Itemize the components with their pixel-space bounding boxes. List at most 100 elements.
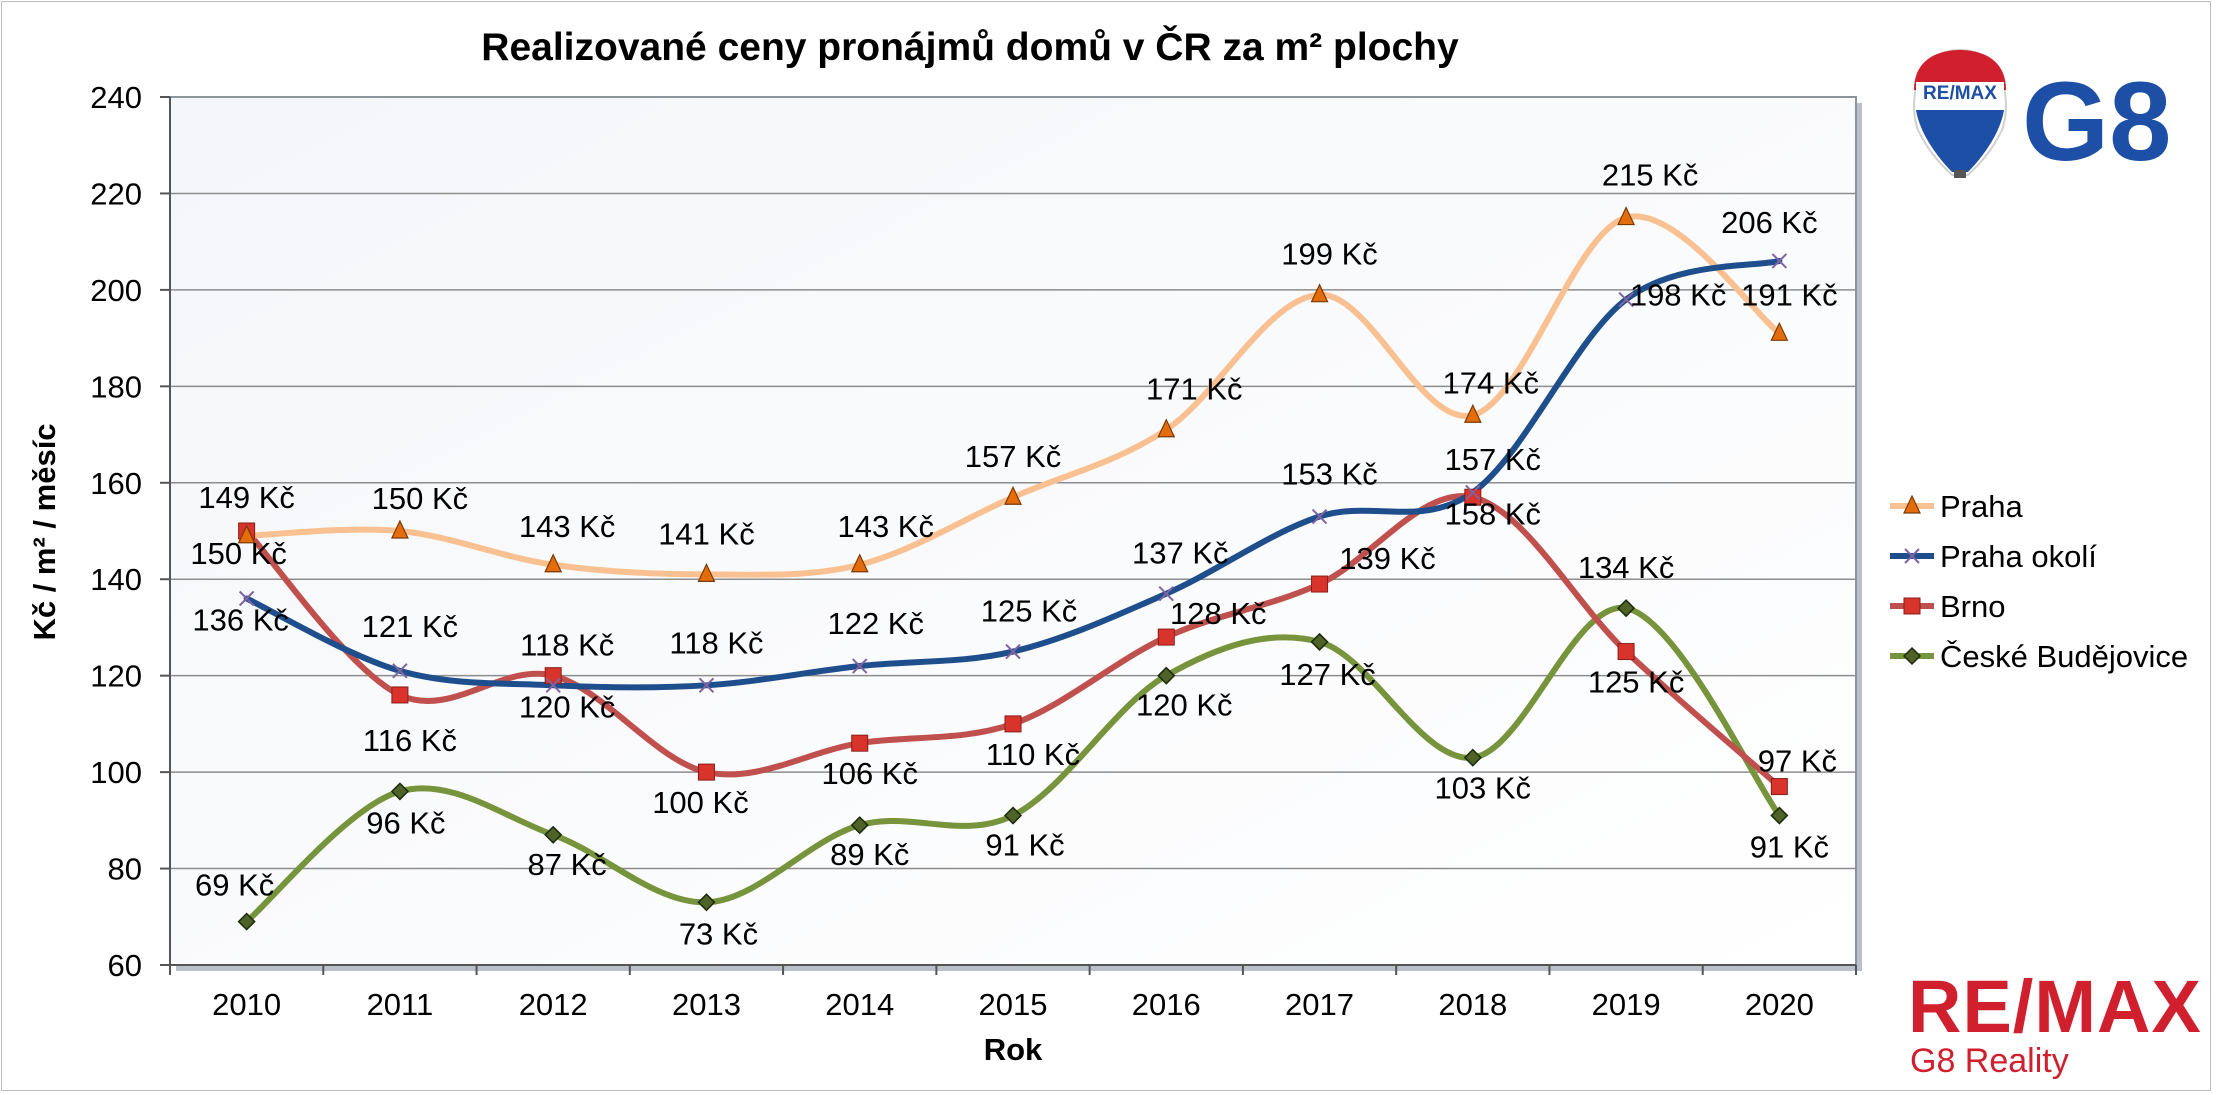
data-point — [1464, 488, 1482, 506]
data-label: 150 Kč — [372, 481, 469, 516]
series-layer — [237, 206, 1789, 931]
y-tick-label: 80 — [108, 852, 142, 887]
data-point-stroke — [698, 677, 715, 694]
data-point — [238, 590, 255, 607]
x-tick-label: 2011 — [367, 987, 434, 1022]
remax-balloon-logo: RE/MAX — [1913, 48, 2007, 178]
data-point — [1465, 484, 1481, 501]
data-label: 69 Kč — [195, 868, 274, 903]
data-point — [1310, 632, 1329, 651]
data-point — [1158, 585, 1174, 602]
data-point — [1617, 599, 1636, 618]
data-label: 174 Kč — [1443, 365, 1540, 400]
data-point — [1770, 806, 1789, 825]
y-axis-label: Kč / m² / měsíc — [27, 423, 62, 640]
data-point-stroke — [1465, 484, 1481, 501]
legend: Praha Praha okolí Brno České Budějovice — [1890, 489, 2188, 674]
data-point — [1770, 321, 1789, 341]
y-tick-label: 100 — [90, 755, 142, 790]
legend-label: České Budějovice — [1940, 639, 2188, 674]
data-point — [392, 663, 408, 679]
y-tick-label: 200 — [90, 273, 142, 308]
data-label: 89 Kč — [830, 837, 909, 872]
data-point — [391, 686, 409, 704]
y-tick-label: 160 — [90, 466, 142, 501]
legend-label: Brno — [1940, 589, 2005, 624]
data-point — [1617, 206, 1636, 226]
legend-swatch-marker — [1902, 646, 1922, 666]
data-point-stroke — [392, 663, 408, 679]
data-point — [1463, 748, 1482, 767]
data-point — [698, 677, 715, 694]
data-label: 120 Kč — [1136, 688, 1233, 723]
data-point — [852, 658, 868, 674]
data-point — [544, 667, 562, 685]
data-point — [1463, 403, 1482, 423]
data-label: 106 Kč — [821, 756, 918, 791]
data-point-stroke — [1005, 643, 1021, 660]
data-label: 215 Kč — [1602, 158, 1699, 193]
data-label: 149 Kč — [198, 480, 295, 515]
x-tick-label: 2013 — [672, 987, 741, 1022]
data-point — [1003, 806, 1023, 825]
x-axis-label: Rok — [984, 1032, 1043, 1067]
data-point — [1770, 778, 1788, 796]
data-label: 139 Kč — [1339, 541, 1436, 576]
data-label: 118 Kč — [669, 625, 763, 660]
data-label: 191 Kč — [1741, 277, 1838, 312]
data-point — [697, 763, 715, 781]
series-line — [243, 213, 1783, 578]
data-point — [1004, 485, 1022, 505]
data-point — [850, 816, 869, 835]
data-label: 143 Kč — [837, 509, 934, 544]
data-label: 127 Kč — [1279, 657, 1376, 692]
series-line — [243, 257, 1783, 691]
data-point — [697, 893, 716, 912]
data-point — [1157, 418, 1176, 438]
data-label: 198 Kč — [1630, 278, 1727, 313]
data-label: 136 Kč — [192, 603, 289, 638]
data-label: 96 Kč — [366, 805, 445, 840]
data-point — [237, 524, 256, 544]
data-label: 141 Kč — [658, 516, 755, 551]
y-tick-label: 60 — [108, 948, 142, 983]
legend-swatch-marker — [1903, 494, 1921, 514]
data-point — [1311, 508, 1328, 525]
legend-label: Praha okolí — [1940, 539, 2097, 574]
data-point-stroke — [852, 658, 868, 674]
data-label: 87 Kč — [528, 847, 607, 882]
data-point — [1310, 283, 1329, 303]
data-label: 206 Kč — [1721, 205, 1818, 240]
data-point — [1157, 666, 1176, 685]
data-label: 171 Kč — [1146, 372, 1243, 407]
data-point — [1005, 643, 1021, 660]
data-labels: 149 Kč 150 Kč 143 Kč 141 Kč 143 Kč 157 Kč 171 … — [190, 158, 1837, 952]
data-label: 110 Kč — [986, 737, 1080, 772]
legend-swatch-marker-stroke — [1904, 548, 1920, 564]
legend-swatch-marker — [1903, 597, 1921, 615]
data-point-stroke — [1771, 253, 1788, 269]
x-tick-label: 2020 — [1745, 987, 1814, 1022]
x-tick-label: 2016 — [1132, 987, 1201, 1022]
series-line — [243, 605, 1783, 925]
data-label: 199 Kč — [1281, 237, 1378, 272]
data-point — [1157, 628, 1175, 646]
data-label: 157 Kč — [965, 439, 1062, 474]
data-label: 116 Kč — [363, 723, 457, 758]
data-point-stroke — [1311, 508, 1328, 525]
remax-logo-text: RE/MAX — [1908, 965, 2202, 1048]
data-point — [697, 562, 716, 583]
data-label: 153 Kč — [1281, 457, 1378, 492]
data-point — [544, 553, 563, 573]
data-point-stroke — [238, 590, 255, 607]
y-tick-label: 120 — [90, 659, 142, 694]
data-label: 143 Kč — [519, 509, 616, 544]
data-label: 118 Kč — [520, 627, 614, 662]
data-label: 128 Kč — [1170, 596, 1267, 631]
y-tick-label: 240 — [90, 80, 142, 115]
data-label: 137 Kč — [1132, 536, 1229, 571]
data-point — [544, 825, 563, 844]
